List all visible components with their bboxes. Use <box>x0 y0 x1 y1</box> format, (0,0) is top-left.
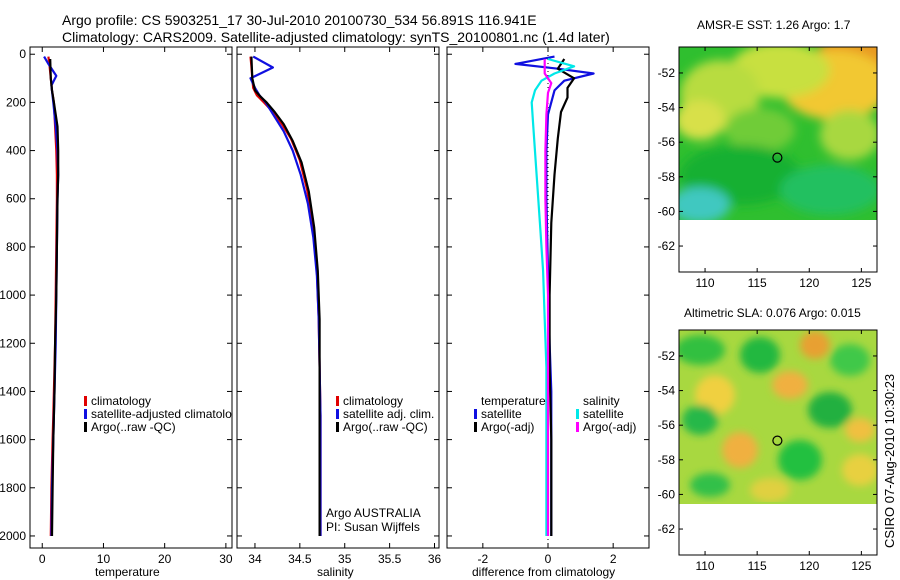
difference-xlabel: difference from climatology <box>472 565 615 579</box>
x-tick-label: 35.5 <box>378 552 402 566</box>
legend-title-temperature: temperature <box>481 394 546 408</box>
x-tick-label: 20 <box>158 552 172 566</box>
map-y-tick-label: -56 <box>658 135 676 149</box>
salinity-xlabel: salinity <box>317 565 354 579</box>
x-tick-label: 0 <box>39 552 46 566</box>
map-y-tick-label: -52 <box>658 66 676 80</box>
map-y-tick-label: -62 <box>658 239 676 253</box>
x-tick-label: 34.5 <box>288 552 312 566</box>
legend-label-sal-satellite: satellite <box>583 407 624 421</box>
legend-swatch-climatology <box>336 396 339 406</box>
map-y-tick-label: -54 <box>658 384 676 398</box>
sst-heatmap <box>679 47 877 220</box>
float-annotation-line1: Argo AUSTRALIA <box>326 506 421 520</box>
map-x-tick-label: 120 <box>799 276 819 290</box>
legend-label-climatology: climatology <box>343 394 403 408</box>
y-tick-label: 1200 <box>0 336 26 350</box>
y-tick-label: 1800 <box>0 481 26 495</box>
series-line-salinity-satellite <box>530 57 576 536</box>
legend-label-climatology: climatology <box>91 394 151 408</box>
temperature-xlabel: temperature <box>95 565 160 579</box>
legend-label-argo: Argo(..raw -QC) <box>91 420 176 434</box>
temperature-legend: climatology satellite-adjusted climatolo… <box>84 394 244 434</box>
legend-swatch-temp-satellite <box>474 409 477 419</box>
legend-label-satellite: satellite adj. clim. <box>343 407 434 421</box>
argo-location-marker <box>772 152 783 163</box>
map-y-tick-label: -62 <box>658 522 676 536</box>
x-tick-label: 35 <box>338 552 352 566</box>
map-x-tick-label: 110 <box>695 276 714 290</box>
legend-swatch-climatology <box>84 396 87 406</box>
y-tick-label: 200 <box>6 95 26 109</box>
x-tick-label: -2 <box>478 552 489 566</box>
y-tick-label: 2000 <box>0 529 26 543</box>
temperature-axes <box>29 46 233 549</box>
timestamp-label: CSIRO 07-Aug-2010 10:30:23 <box>882 374 897 548</box>
salinity-legend: climatology satellite adj. clim. Argo(..… <box>336 394 434 434</box>
float-annotation-line2: PI: Susan Wijffels <box>326 520 420 534</box>
map-y-tick-label: -60 <box>658 204 676 218</box>
y-tick-label: 1600 <box>0 433 26 447</box>
y-tick-label: 0 <box>19 47 26 61</box>
legend-label-temp-argo: Argo(-adj) <box>481 420 534 434</box>
y-tick-label: 1400 <box>0 384 26 398</box>
argo-location-marker <box>772 435 783 446</box>
sla-map-panel: Altimetric SLA: 0.076 Argo: 0.015 <box>658 306 878 573</box>
x-tick-label: 10 <box>97 552 111 566</box>
legend-swatch-satellite <box>84 409 87 419</box>
sst-map-axes <box>678 46 878 273</box>
figure-title-line1: Argo profile: CS 5903251_17 30-Jul-2010 … <box>62 12 537 28</box>
map-y-tick-label: -58 <box>658 170 676 184</box>
map-y-tick-label: -58 <box>658 453 676 467</box>
series-line-salinity-argo-adj- <box>543 59 553 536</box>
map-x-tick-label: 120 <box>799 559 819 573</box>
legend-swatch-satellite <box>336 409 339 419</box>
sla-map-axes <box>678 329 878 556</box>
legend-swatch-argo <box>84 422 87 432</box>
sla-map-title: Altimetric SLA: 0.076 Argo: 0.015 <box>684 306 861 320</box>
difference-panel: -2 0 2 difference from climatology tempera… <box>446 46 650 579</box>
sst-map-title: AMSR-E SST: 1.26 Argo: 1.7 <box>697 18 851 32</box>
legend-title-salinity: salinity <box>583 394 620 408</box>
y-tick-label: 800 <box>6 240 26 254</box>
series-line-argo-raw-qc- <box>250 56 321 536</box>
map-x-tick-label: 115 <box>748 276 767 290</box>
map-y-tick-label: -54 <box>658 101 676 115</box>
x-tick-label: 30 <box>219 552 233 566</box>
salinity-panel: 34 34.5 35 35.5 36 salinity climatology sate… <box>236 46 442 579</box>
series-line-temperature-argo-adj- <box>548 58 576 536</box>
x-tick-label: 36 <box>428 552 442 566</box>
x-tick-label: 2 <box>610 552 617 566</box>
y-tick-label: 400 <box>6 144 26 158</box>
map-x-tick-label: 110 <box>695 559 714 573</box>
legend-swatch-sal-satellite <box>576 409 579 419</box>
legend-label-temp-satellite: satellite <box>481 407 522 421</box>
legend-label-satellite: satellite-adjusted climatology <box>91 407 244 421</box>
temperature-panel: 0 10 20 30 0 200 400 600 800 1000 1200 1400 1600 1800… <box>0 46 244 579</box>
legend-label-argo: Argo(..raw -QC) <box>343 420 428 434</box>
sst-map-panel: AMSR-E SST: 1.26 Argo: 1.7 110 115 120 125 -… <box>658 18 878 290</box>
map-y-tick-label: -56 <box>658 418 676 432</box>
series-line-argo-raw-qc- <box>49 58 60 537</box>
salinity-axes <box>236 46 440 549</box>
legend-swatch-temp-argo <box>474 422 477 432</box>
map-x-tick-label: 125 <box>851 559 871 573</box>
x-tick-label: 34 <box>248 552 262 566</box>
y-tick-label: 1000 <box>0 288 26 302</box>
legend-swatch-sal-argo <box>576 422 579 432</box>
legend-label-sal-argo: Argo(-adj) <box>583 420 636 434</box>
y-tick-label: 600 <box>6 192 26 206</box>
figure-title-line2: Climatology: CARS2009. Satellite-adjuste… <box>62 29 610 45</box>
x-tick-label: 0 <box>545 552 552 566</box>
legend-swatch-argo <box>336 422 339 432</box>
sla-heatmap <box>679 330 877 504</box>
map-y-tick-label: -52 <box>658 349 676 363</box>
map-y-tick-label: -60 <box>658 487 676 501</box>
map-x-tick-label: 115 <box>748 559 767 573</box>
difference-legend: temperature salinity satellite Argo(-adj… <box>474 394 636 434</box>
map-x-tick-label: 125 <box>851 276 871 290</box>
